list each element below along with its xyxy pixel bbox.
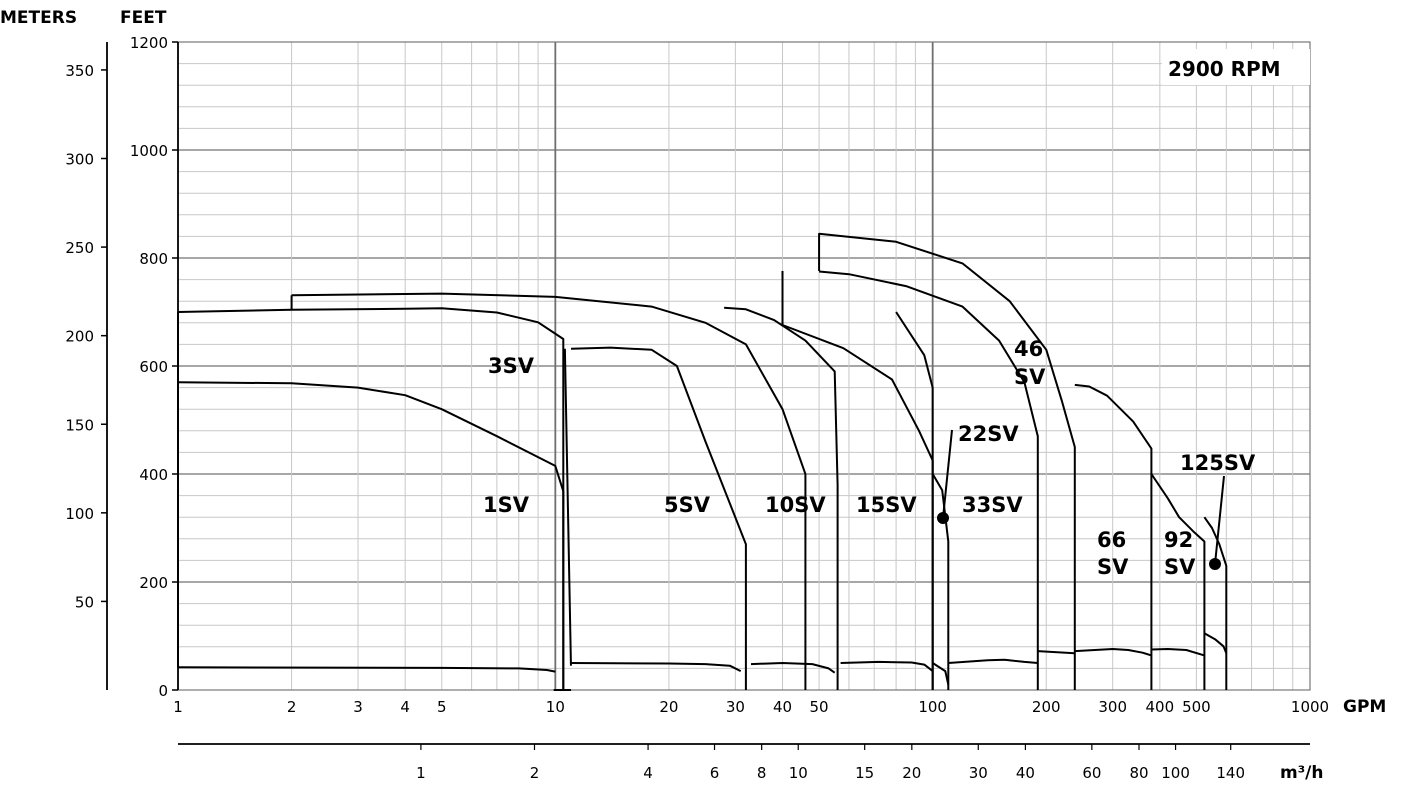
meters-tick-label: 250: [65, 239, 94, 257]
meters-tick-label: 150: [65, 416, 94, 434]
curve-46sv-lower: [1037, 650, 1075, 655]
label-125sv: 125SV: [1180, 451, 1256, 475]
curve-1sv-lower: [177, 666, 556, 673]
curve-66sv-upper: [1074, 383, 1153, 690]
gpm-axis-title: GPM: [1343, 697, 1386, 717]
label-46sv-suffix: SV: [1014, 365, 1046, 389]
tick-labels: 0200400600800100012005010015020025030035…: [65, 34, 1329, 782]
curve-5sv-upper: [570, 346, 747, 690]
gpm-tick-label: 100: [918, 698, 947, 716]
curve-10sv-upper: [724, 306, 839, 690]
meters-axis-title: METERS: [0, 8, 77, 28]
gpm-tick-label: 20: [659, 698, 678, 716]
curve-66sv-lower: [1074, 648, 1152, 657]
gpm-tick-label: 10: [546, 698, 565, 716]
curve-15sv-outer: [895, 311, 934, 690]
feet-tick-label: 1000: [130, 142, 168, 160]
meters-tick-label: 200: [65, 328, 94, 346]
gpm-tick-label: 3: [353, 698, 363, 716]
label-92sv-number: 92: [1164, 528, 1193, 552]
m3h-tick-label: 100: [1161, 764, 1190, 782]
gpm-tick-label: 1000: [1291, 698, 1329, 716]
label-3sv: 3SV: [488, 354, 535, 378]
leader-lines: [937, 429, 1225, 570]
feet-tick-label: 600: [139, 358, 168, 376]
m3h-tick-label: 2: [530, 764, 540, 782]
leader-22sv: [942, 429, 953, 519]
curve-10sv-lower: [750, 662, 836, 674]
feet-tick-label: 0: [158, 682, 168, 700]
meters-tick-label: 350: [65, 62, 94, 80]
curve-5sv-outer: [291, 292, 807, 690]
curve-3sv-upper: [177, 307, 571, 691]
gpm-tick-label: 400: [1146, 698, 1175, 716]
model-labels: 1SV 3SV 5SV 10SV 15SV 22SV 33SV 46 SV 66…: [483, 337, 1256, 579]
label-66sv-number: 66: [1097, 528, 1126, 552]
m3h-tick-label: 4: [643, 764, 653, 782]
m3h-tick-label: 6: [710, 764, 720, 782]
feet-axis-title: FEET: [120, 8, 167, 28]
leader-125sv-dot: [1209, 558, 1221, 570]
label-5sv: 5SV: [664, 493, 711, 517]
gpm-tick-label: 500: [1182, 698, 1211, 716]
gpm-tick-label: 200: [1032, 698, 1061, 716]
gpm-tick-label: 30: [726, 698, 745, 716]
leader-125sv: [1214, 475, 1225, 565]
curve-92sv-upper: [1150, 473, 1206, 690]
pump-curves: [177, 232, 1228, 691]
meters-tick-label: 300: [65, 151, 94, 169]
label-33sv: 33SV: [962, 493, 1023, 517]
label-15sv: 15SV: [856, 493, 917, 517]
m3h-tick-label: 40: [1016, 764, 1035, 782]
curve-15sv-lower: [840, 660, 934, 672]
chart-axes: [101, 41, 1310, 750]
m3h-tick-label: 140: [1216, 764, 1245, 782]
leader-22sv-dot: [937, 512, 949, 524]
m3h-axis-title: m³/h: [1280, 763, 1323, 783]
gpm-tick-label: 1: [173, 698, 183, 716]
gpm-tick-label: 50: [810, 698, 829, 716]
curve-33sv-upper: [819, 270, 1039, 690]
curve-5sv-lower: [570, 662, 742, 672]
gpm-tick-label: 5: [437, 698, 447, 716]
rpm-box: [1162, 49, 1310, 85]
gpm-tick-label: 4: [400, 698, 410, 716]
m3h-tick-label: 15: [855, 764, 874, 782]
m3h-tick-label: 10: [789, 764, 808, 782]
m3h-tick-label: 60: [1082, 764, 1101, 782]
curve-22sv-lower: [932, 662, 950, 685]
meters-tick-label: 50: [75, 593, 94, 611]
m3h-tick-label: 80: [1129, 764, 1148, 782]
m3h-tick-label: 1: [416, 764, 426, 782]
label-22sv: 22SV: [958, 422, 1019, 446]
gpm-tick-label: 2: [287, 698, 297, 716]
label-1sv: 1SV: [483, 493, 530, 517]
label-46sv-number: 46: [1014, 337, 1043, 361]
curve-92sv-lower: [1151, 648, 1205, 657]
curve-1sv-upper: [177, 381, 565, 691]
curve-125sv-upper: [1203, 516, 1228, 690]
gpm-tick-label: 40: [773, 698, 792, 716]
curve-46sv-upper: [818, 232, 1076, 690]
chart-grid: [177, 41, 1311, 691]
curve-5sv-left: [563, 348, 572, 666]
m3h-tick-label: 8: [757, 764, 767, 782]
curve-33sv-lower: [948, 658, 1038, 664]
m3h-tick-label: 30: [969, 764, 988, 782]
feet-tick-label: 1200: [130, 34, 168, 52]
curve-125sv-lower: [1203, 632, 1228, 654]
label-10sv: 10SV: [765, 493, 826, 517]
meters-tick-label: 100: [65, 505, 94, 523]
label-66sv-suffix: SV: [1097, 555, 1129, 579]
rpm-label: 2900 RPM: [1168, 57, 1281, 81]
feet-tick-label: 400: [139, 466, 168, 484]
feet-tick-label: 800: [139, 250, 168, 268]
label-92sv-suffix: SV: [1164, 555, 1196, 579]
feet-tick-label: 200: [139, 574, 168, 592]
m3h-tick-label: 20: [902, 764, 921, 782]
gpm-tick-label: 300: [1098, 698, 1127, 716]
